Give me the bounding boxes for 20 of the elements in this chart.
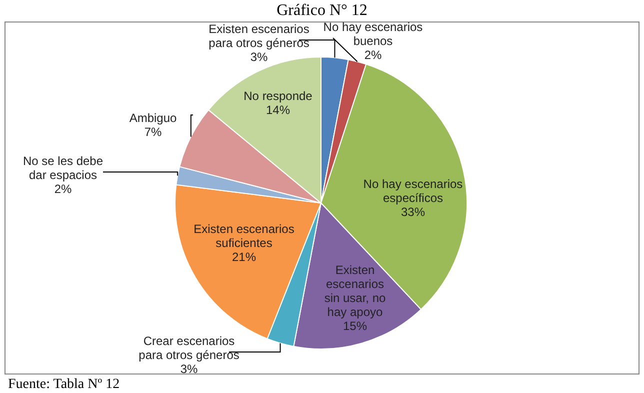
slice-label: Crear escenarios para otros géneros (138, 334, 240, 362)
data-label: 33% (400, 205, 426, 219)
chart-title: Gráfico N° 12 (276, 2, 368, 19)
data-label: 7% (144, 125, 162, 139)
slice-label: Existen escenarios para otros géneros (208, 22, 310, 50)
slice-label: Existen escenarios suficientes (194, 222, 294, 250)
data-label: 2% (54, 182, 72, 196)
data-label: 2% (364, 48, 382, 62)
data-label: 21% (232, 250, 256, 264)
slice-label: Existen escenarios sin usar, no hay apoyo (324, 263, 386, 319)
source-note: Fuente: Tabla Nº 12 (8, 377, 120, 392)
slice-label: No se les debe dar espacios (22, 154, 104, 182)
slice-label: Ambiguo (129, 111, 177, 125)
slice-label: No hay escenarios buenos (323, 20, 423, 48)
slice-label: No responde (244, 89, 313, 103)
data-label: 3% (250, 50, 268, 64)
data-label: 14% (266, 103, 290, 117)
data-label: 3% (180, 362, 198, 376)
data-label: 15% (342, 319, 368, 333)
slice-label: No hay escenarios específicos (363, 177, 463, 205)
